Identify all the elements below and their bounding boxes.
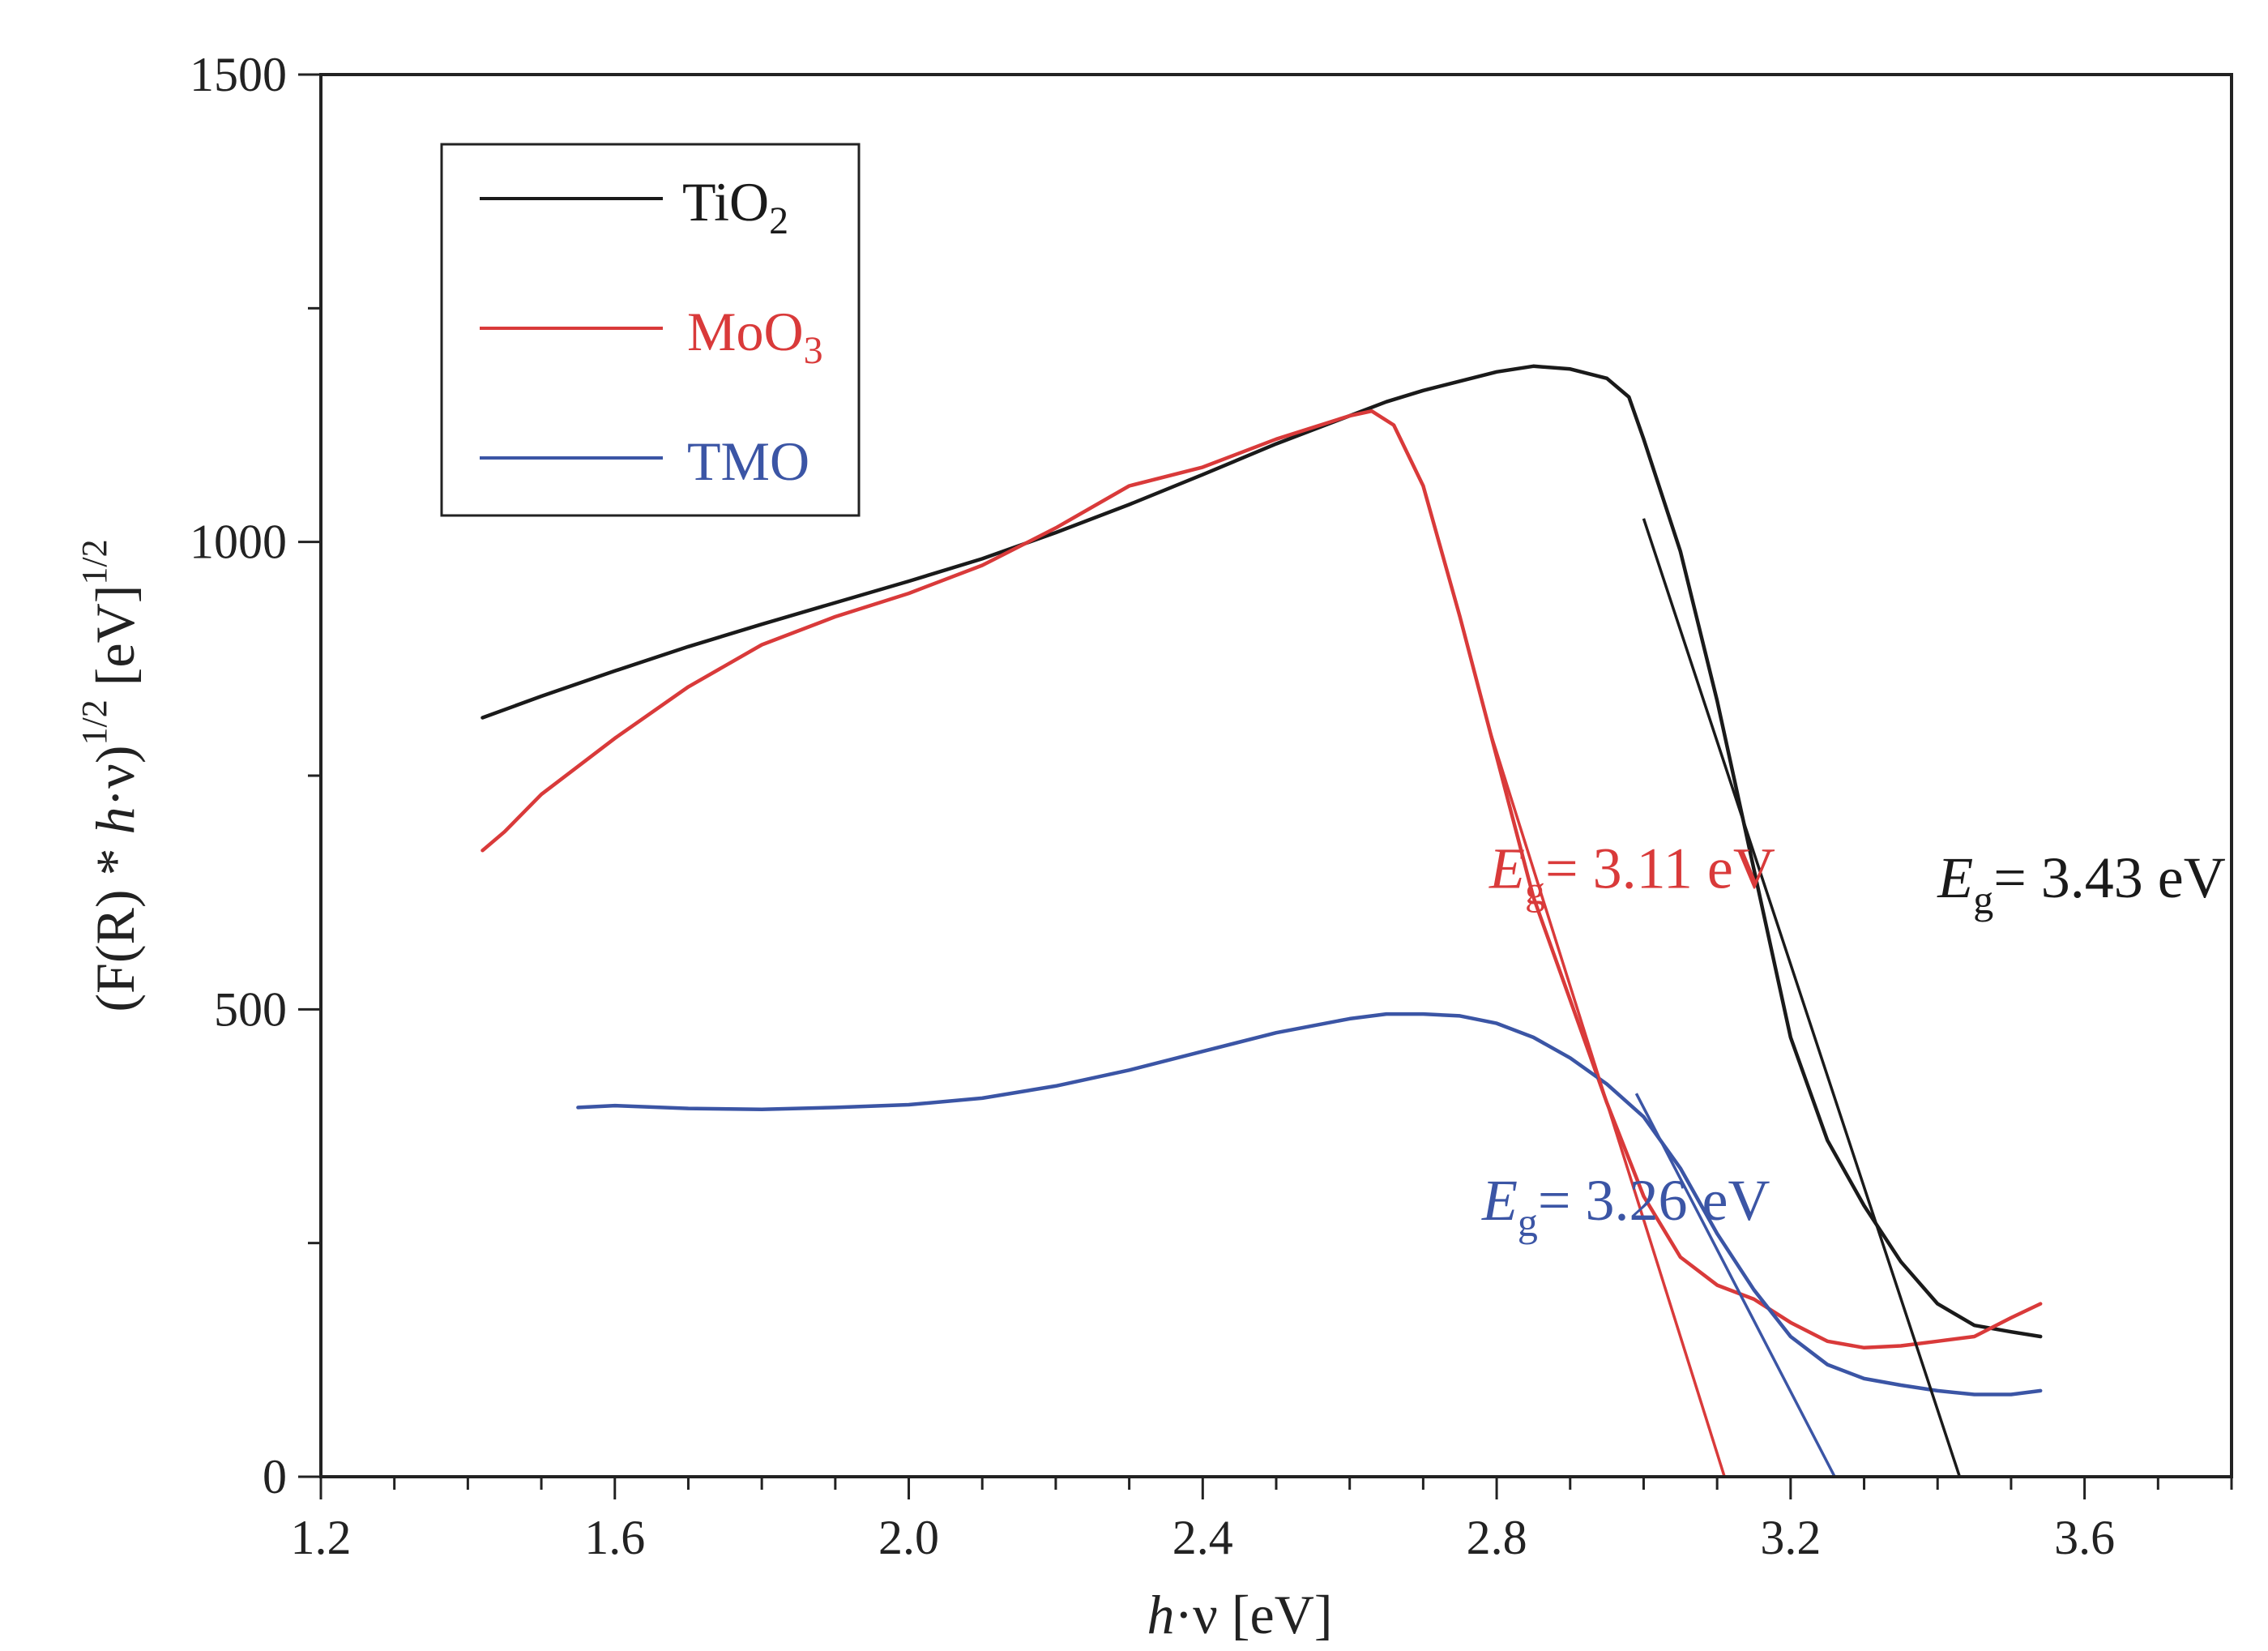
x-tick-label: 2.0 [878, 1511, 939, 1564]
legend-label-moo3: MoO3 [687, 301, 823, 372]
x-axis-title-rest: ·ν [eV] [1175, 1584, 1333, 1645]
legend-label-tio2: TiO2 [682, 171, 788, 242]
tangent-line-moo3 [1488, 728, 1726, 1478]
y-tick-label: 1500 [190, 48, 287, 101]
y-axis-title-mid: ·ν) [84, 745, 146, 806]
series-line-tmo [576, 1012, 2043, 1397]
x-tick-label: 2.8 [1467, 1511, 1527, 1564]
y-axis-title-sup1: 1/2 [75, 699, 114, 745]
eg-annotation-moo3: Eg= 3.11 eV [1489, 836, 1775, 913]
legend-label-tio2-main: TiO [682, 171, 769, 233]
x-tick-label: 3.6 [2054, 1511, 2115, 1564]
eg-annotation-moo3-e: E [1489, 836, 1525, 900]
legend-label-moo3-sub: 3 [804, 329, 823, 372]
eg-annotation-moo3-value: = 3.11 eV [1545, 836, 1775, 900]
y-axis-title-unit: [eV] [84, 585, 146, 700]
eg-annotation-tio2: Eg= 3.43 eV [1937, 845, 2226, 922]
y-tick-label: 1000 [190, 515, 287, 569]
plot-area [481, 364, 2043, 1478]
y-axis-title-italic: h [84, 806, 146, 834]
legend-label-tio2-sub: 2 [769, 199, 788, 242]
x-axis-title-italic: h [1147, 1584, 1175, 1645]
eg-annotation-tmo-value: = 3.26 eV [1538, 1168, 1770, 1233]
plot-frame [319, 73, 2233, 1478]
x-tick-label: 1.2 [291, 1511, 352, 1564]
eg-annotation-moo3-sub: g [1525, 867, 1545, 913]
legend-label-tmo-main: TMO [687, 430, 809, 492]
eg-annotation-tio2-value: = 3.43 eV [1993, 845, 2226, 910]
y-tick-label: 0 [263, 1450, 287, 1503]
y-axis-title: (F(R) * h·ν)1/2 [eV]1/2 [75, 539, 146, 1012]
legend-label-moo3-main: MoO [687, 301, 804, 362]
y-tick-label: 500 [214, 982, 287, 1036]
y-axis-title-sup2: 1/2 [75, 539, 114, 584]
x-axis-title: h·ν [eV] [1147, 1584, 1333, 1645]
legend: TiO2 MoO3 TMO [440, 143, 861, 517]
legend-label-tmo: TMO [687, 430, 809, 492]
eg-annotation-tmo-sub: g [1518, 1200, 1538, 1245]
x-tick-label: 1.6 [584, 1511, 645, 1564]
series-line-tio2 [481, 364, 2043, 1339]
eg-annotation-tmo: Eg= 3.26 eV [1481, 1168, 1770, 1245]
axis-ticks [298, 73, 2233, 1499]
x-tick-label: 2.4 [1172, 1511, 1233, 1564]
series-line-moo3 [481, 408, 2043, 1350]
tangent-line-tmo [1634, 1093, 1836, 1478]
eg-annotation-tmo-e: E [1481, 1168, 1518, 1233]
tick-labels: 1.2 1.6 2.0 2.4 2.8 3.2 3.6 0 500 1000 1500 [190, 48, 2115, 1564]
y-axis-title-open: (F(R) * [84, 834, 146, 1012]
eg-annotation-tio2-e: E [1937, 845, 1973, 910]
eg-annotation-tio2-sub: g [1973, 877, 1993, 922]
tangent-line-tio2 [1642, 518, 1962, 1478]
x-tick-label: 3.2 [1760, 1511, 1821, 1564]
